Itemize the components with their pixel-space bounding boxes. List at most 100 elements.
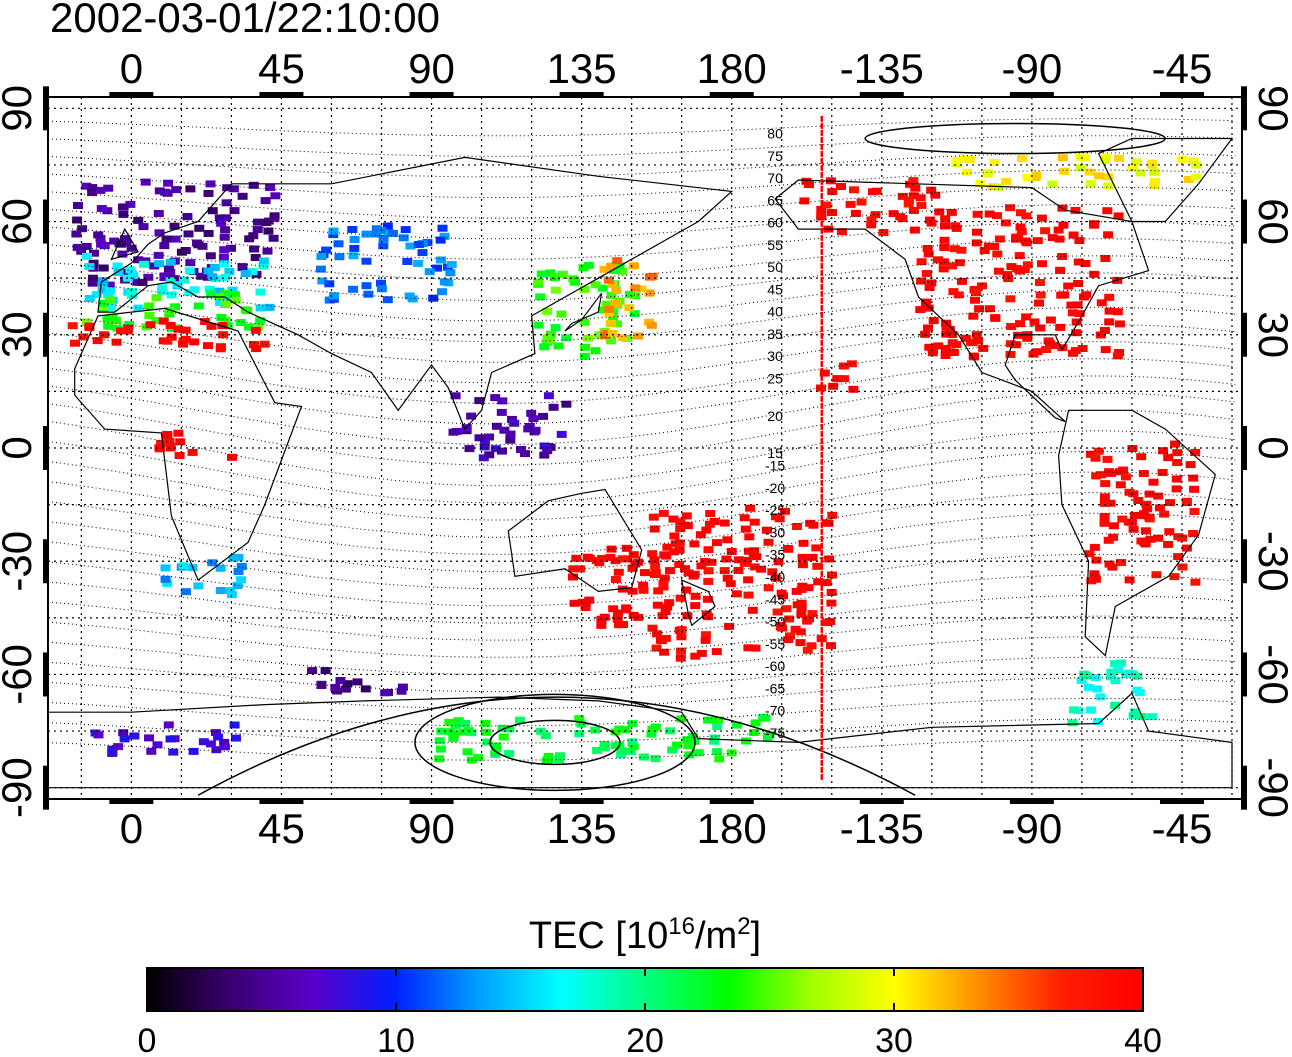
tec-cell <box>799 197 810 205</box>
tec-cell <box>1153 534 1164 542</box>
tec-cell <box>1074 310 1085 318</box>
tec-cell <box>646 730 657 738</box>
tec-cell <box>89 249 99 257</box>
tec-cell <box>160 564 171 572</box>
tec-cell <box>598 306 608 314</box>
north-pole-oval <box>864 122 1166 155</box>
tec-cell <box>102 207 113 215</box>
tec-cell <box>636 285 647 293</box>
tec-cell <box>690 652 701 660</box>
tec-cell <box>667 746 678 754</box>
tec-cell <box>265 184 276 191</box>
tec-cell <box>1164 528 1175 536</box>
tec-cell <box>785 632 795 640</box>
tec-cell <box>973 337 984 345</box>
coastline <box>564 292 603 332</box>
tec-cell <box>733 556 744 564</box>
tec-cell <box>187 448 198 456</box>
tec-cell <box>701 526 712 534</box>
tec-cell <box>930 191 941 199</box>
tec-cell <box>745 504 756 512</box>
tec-cell <box>1176 156 1187 163</box>
tec-cell <box>1172 459 1183 466</box>
tec-cell <box>783 636 794 644</box>
tec-cell <box>448 735 459 743</box>
tec-cell <box>445 269 456 277</box>
tec-cell <box>1091 556 1102 564</box>
tec-cell <box>613 568 624 576</box>
tec-cell <box>1093 718 1103 726</box>
tec-cell <box>743 576 754 584</box>
tec-cell <box>1073 280 1084 287</box>
south-pole-oval-middle <box>414 693 696 792</box>
tec-cell <box>1095 331 1106 339</box>
tec-cell <box>617 267 628 275</box>
tec-cell <box>103 184 114 192</box>
tec-cell <box>807 610 818 618</box>
tec-cell <box>1083 683 1094 691</box>
tec-cell <box>539 451 550 459</box>
tec-cell <box>444 718 455 726</box>
tec-cell <box>237 263 248 271</box>
tec-cell <box>125 266 136 274</box>
tec-cell <box>1079 293 1089 301</box>
tec-cell <box>760 714 771 722</box>
tec-cell <box>1115 481 1126 489</box>
tec-cell <box>439 278 450 286</box>
tec-cell <box>98 303 109 311</box>
tec-cell <box>1086 450 1096 458</box>
tec-cell <box>196 272 207 280</box>
tec-cell <box>509 419 520 427</box>
tec-cell <box>111 338 122 346</box>
mlat-label: 40 <box>767 304 783 320</box>
tec-cell <box>675 654 686 662</box>
tec-cell <box>1113 664 1124 672</box>
tec-cell <box>827 188 838 196</box>
tec-cell <box>87 184 98 192</box>
tec-cell <box>796 599 807 607</box>
tec-cell <box>1092 685 1103 693</box>
tec-cell <box>690 592 701 600</box>
tec-cell <box>583 334 594 342</box>
lon-tick-top <box>409 92 454 98</box>
tec-cell <box>767 568 778 576</box>
tec-cell <box>184 267 195 275</box>
tec-cell <box>675 518 686 526</box>
tec-cell <box>151 294 162 302</box>
tec-cell <box>207 207 218 215</box>
tec-cell <box>474 434 485 442</box>
tec-cell <box>848 385 859 393</box>
tec-cell <box>773 558 784 566</box>
tec-cell <box>733 567 744 574</box>
tec-cell <box>647 272 658 280</box>
tec-cell <box>175 438 186 446</box>
tec-cell <box>1190 173 1201 181</box>
tec-cell <box>649 556 660 564</box>
lon-tick-label-top: -45 <box>1152 45 1213 92</box>
tec-cell <box>712 723 723 730</box>
tec-cell <box>1049 342 1060 350</box>
tec-cell <box>795 628 806 636</box>
tec-cell <box>1127 445 1138 452</box>
tec-cell <box>1045 316 1056 324</box>
tec-cell <box>662 543 673 551</box>
mlat-contour <box>48 471 1236 538</box>
tec-cell <box>1149 182 1160 190</box>
tec-cell <box>174 452 185 459</box>
magnetic-latitude-contours <box>48 118 1236 796</box>
tec-cell <box>77 225 88 233</box>
tec-cell <box>116 240 126 248</box>
lat-tick-label-right: 60 <box>1250 198 1292 245</box>
tec-cell <box>1104 293 1115 301</box>
tec-cell <box>605 553 616 561</box>
lat-tick-left <box>43 312 49 357</box>
tec-cell <box>722 574 733 582</box>
tec-cell <box>98 264 109 272</box>
tec-cell <box>1124 576 1135 584</box>
tec-cell <box>109 237 120 245</box>
tec-cell <box>1020 237 1031 245</box>
tec-cell <box>157 288 167 296</box>
tec-cell <box>206 322 217 330</box>
tec-cell <box>951 341 962 349</box>
